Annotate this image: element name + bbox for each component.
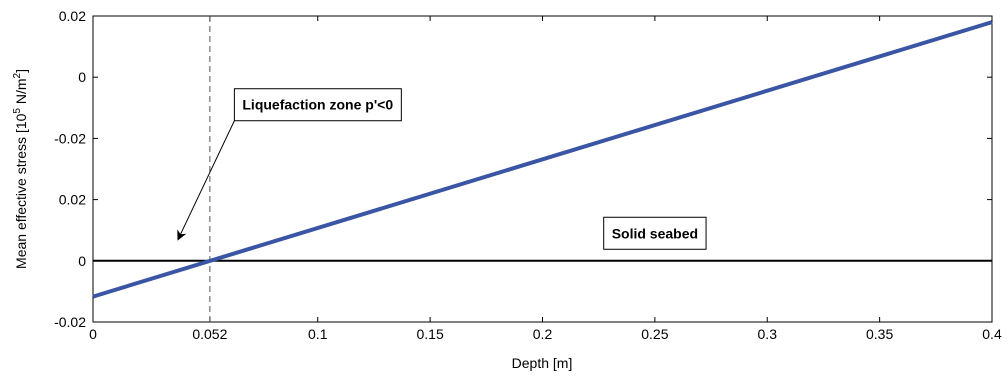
- y-tick-label: -0.02: [54, 314, 86, 330]
- x-tick-label: 0.35: [866, 326, 893, 342]
- x-tick-label: 0.052: [192, 326, 227, 342]
- y-axis-label: Mean effective stress [105 N/m2]: [12, 69, 29, 269]
- y-tick-label: -0.02: [54, 130, 86, 146]
- annotation-text: Solid seabed: [612, 225, 698, 241]
- annotation-text: Liquefaction zone p'<0: [242, 97, 393, 113]
- x-axis-label: Depth [m]: [512, 355, 573, 371]
- annotation-box: [233, 88, 402, 122]
- y-tick-label: 0.02: [59, 192, 86, 208]
- x-tick-label: 0.15: [417, 326, 444, 342]
- x-tick-label: 0: [89, 326, 97, 342]
- data-line: [92, 20, 993, 299]
- x-tick-label: 0.2: [533, 326, 553, 342]
- y-tick-label: 0: [78, 69, 86, 85]
- annotation-arrow: [177, 120, 235, 241]
- x-tick-label: 0.25: [641, 326, 668, 342]
- x-tick-label: 0.4: [982, 326, 1002, 342]
- y-tick-label: 0.02: [59, 8, 86, 24]
- annotation-box: [603, 216, 707, 250]
- x-tick-label: 0.1: [308, 326, 328, 342]
- y-tick-label: 0: [78, 253, 86, 269]
- x-tick-label: 0.3: [758, 326, 778, 342]
